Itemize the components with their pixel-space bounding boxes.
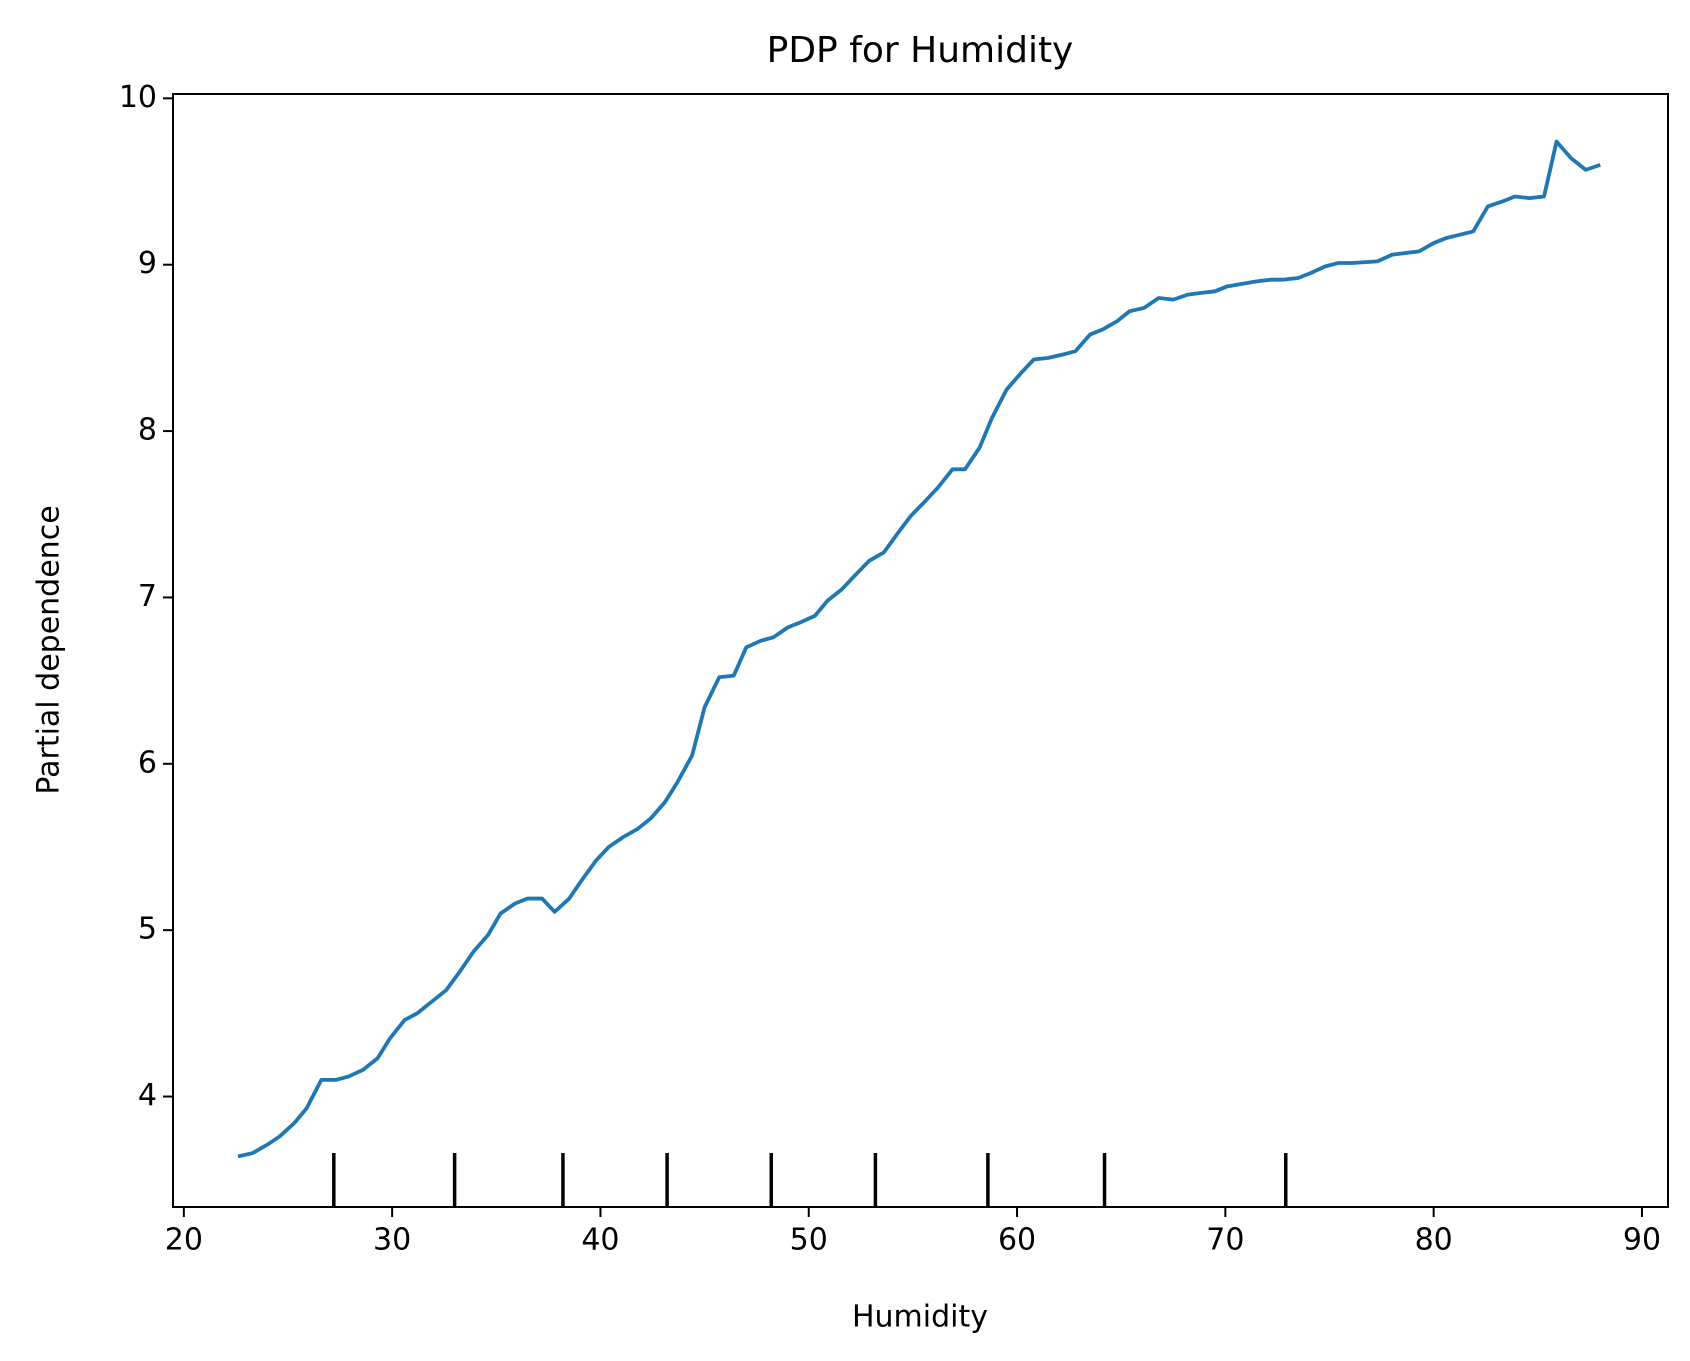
pdp-line bbox=[237, 139, 1601, 1159]
y-tick-label: 7 bbox=[138, 579, 157, 614]
plot-frame bbox=[172, 93, 1669, 1208]
x-tick-label: 70 bbox=[1206, 1223, 1244, 1258]
y-tick-label: 9 bbox=[138, 246, 157, 281]
x-tick-label: 90 bbox=[1623, 1223, 1661, 1258]
y-tick-label: 6 bbox=[138, 745, 157, 780]
y-tick-label: 8 bbox=[138, 413, 157, 448]
x-axis-label: Humidity bbox=[852, 1300, 988, 1335]
chart-title: PDP for Humidity bbox=[767, 30, 1074, 71]
x-tick-label: 20 bbox=[165, 1223, 203, 1258]
x-tick-label: 80 bbox=[1415, 1223, 1453, 1258]
y-tick-label: 4 bbox=[138, 1078, 157, 1113]
x-tick-label: 40 bbox=[581, 1223, 619, 1258]
x-tick-label: 60 bbox=[998, 1223, 1036, 1258]
y-axis-label: Partial dependence bbox=[32, 505, 67, 794]
y-tick-label: 10 bbox=[119, 80, 157, 115]
y-tick-label: 5 bbox=[138, 912, 157, 947]
x-tick-label: 30 bbox=[373, 1223, 411, 1258]
x-tick-label: 50 bbox=[790, 1223, 828, 1258]
